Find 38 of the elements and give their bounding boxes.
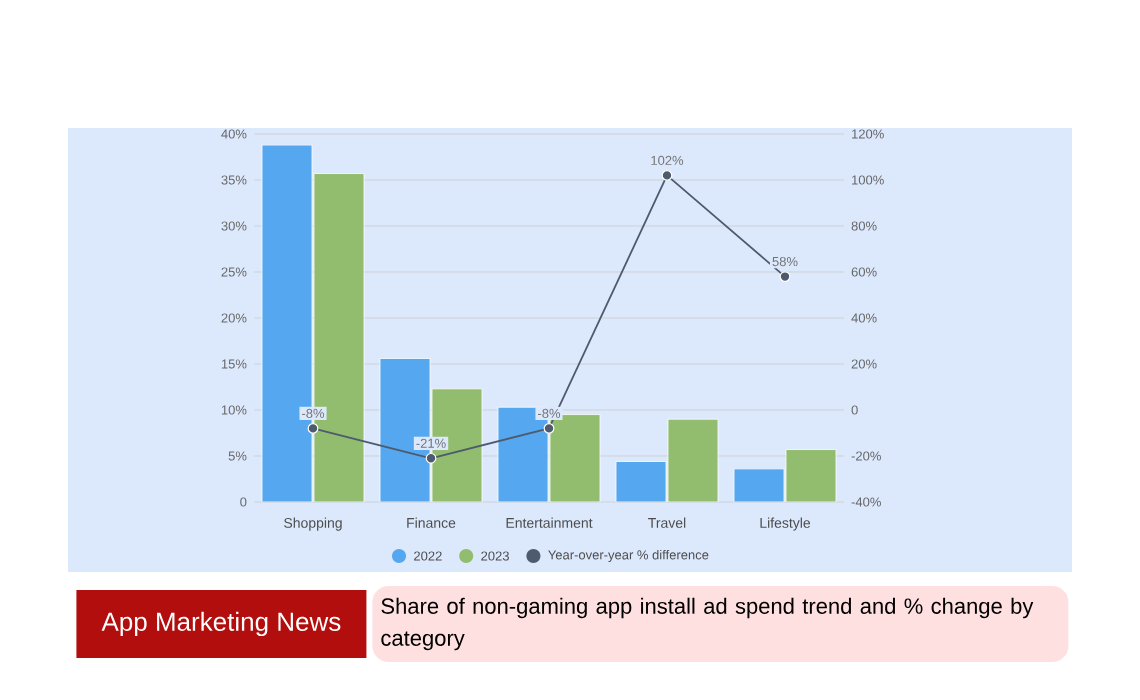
y-tick-label: 35% — [221, 175, 247, 185]
x-tick-label: Entertainment — [506, 517, 593, 528]
text: Share of non-gaming app install ad spend trend and % change by category — [381, 597, 1034, 651]
point — [307, 422, 319, 434]
point — [779, 271, 791, 282]
x-tick-label: Lifestyle — [760, 517, 811, 531]
data-label: -8% — [538, 408, 561, 418]
data-label: 102% — [651, 155, 684, 165]
x-tick-label: Finance — [407, 517, 456, 528]
y2-tick-label: -20% — [851, 451, 881, 461]
y2-tick-label: 0 — [851, 405, 858, 415]
y-tick-label: 40% — [221, 129, 247, 139]
y2-tick-label: 80% — [851, 221, 877, 231]
data-label: -21% — [416, 438, 446, 448]
data-label: -8% — [302, 408, 325, 418]
legend-label: Year-over-year % difference — [548, 549, 709, 563]
text: App Marketing News — [101, 611, 341, 637]
y-tick-label: 15% — [221, 359, 247, 369]
y2-tick-label: 60% — [851, 267, 877, 277]
y-tick-label: 25% — [221, 267, 247, 277]
y2-tick-label: 20% — [851, 359, 877, 369]
y2-tick-label: 120% — [852, 129, 884, 139]
y2-tick-label: 40% — [851, 313, 877, 323]
legend-label: 2023 — [481, 551, 509, 561]
y2-tick-label: -40% — [851, 497, 881, 507]
y2-tick-label: 100% — [852, 175, 884, 185]
y-tick-label: 10% — [221, 405, 247, 415]
legend-label: 2022 — [414, 551, 442, 561]
y-tick-label: 0 — [240, 497, 247, 507]
y-tick-label: 30% — [221, 221, 247, 231]
y-tick-label: 5% — [228, 451, 247, 461]
point — [543, 422, 555, 434]
point — [661, 169, 673, 181]
data-label: 58% — [772, 256, 798, 267]
x-tick-label: Travel — [648, 517, 686, 528]
x-tick-label: Shopping — [284, 517, 342, 531]
y-tick-label: 20% — [221, 313, 247, 323]
point — [425, 452, 437, 464]
